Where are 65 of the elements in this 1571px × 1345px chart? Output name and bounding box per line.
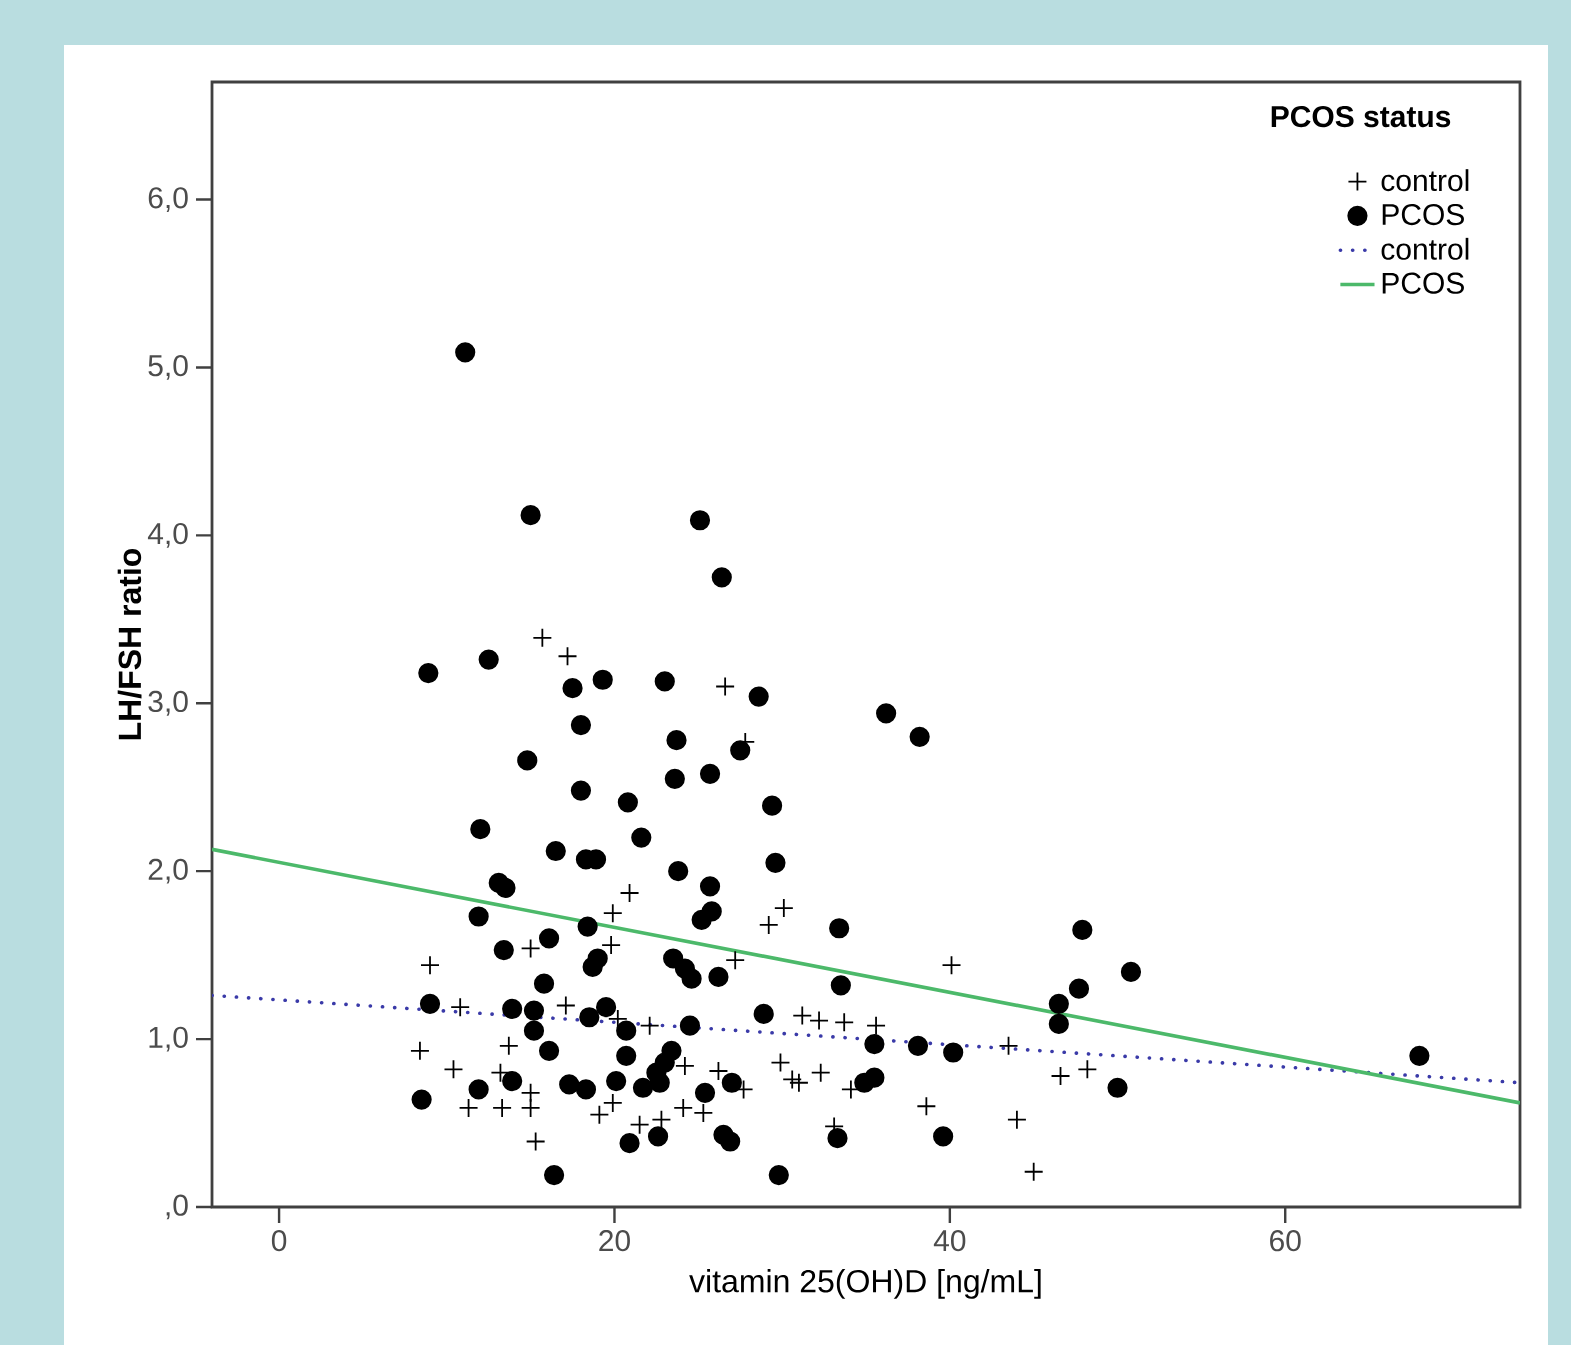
point [789,1072,809,1093]
point [607,1009,628,1029]
point [1023,1161,1044,1182]
point [525,1131,546,1152]
point [602,903,623,924]
point [602,1092,623,1113]
legend-label: PCOS [1382,272,1464,294]
y-tick-label: 2,0 [148,858,188,884]
point [1050,1066,1071,1086]
point [998,1035,1019,1056]
y-tick-label: 5,0 [148,355,188,380]
point [458,1098,479,1118]
point [841,1079,861,1100]
point [792,1005,813,1026]
point [916,1096,937,1117]
legend-label: control [1381,169,1469,192]
point [450,997,471,1018]
x-tick-label: 20 [599,1230,630,1252]
point [809,1010,829,1031]
point [498,1035,519,1056]
point [555,995,576,1016]
point [758,915,779,935]
point [520,938,541,959]
x-tick-label: 60 [1270,1230,1301,1252]
point [651,1109,672,1130]
x-tick-label: 0 [271,1230,287,1252]
x-axis-title: vitamin 25(OH)D [ng/mL] [689,1269,1041,1299]
y-axis-title: LH/FSH ratio [117,548,142,740]
point [693,1103,714,1123]
point [782,1069,803,1090]
y-tick-label: 6,0 [148,187,188,212]
point [834,1012,855,1033]
point [673,1098,694,1118]
legend-label: PCOS [1382,203,1464,226]
point [492,1098,513,1118]
point [520,1082,541,1103]
point [490,1062,511,1083]
point [601,935,622,955]
point [770,1052,791,1073]
x-tick-label: 40 [933,1230,966,1252]
point [1007,1109,1027,1130]
point [725,950,746,971]
point [715,676,736,697]
legend-title: PCOS status [1271,105,1451,128]
y-tick-label: ,0 [166,1194,188,1220]
point [619,883,640,903]
point [708,1061,729,1081]
point [639,1015,660,1036]
point [629,1114,650,1135]
point [941,955,962,976]
point [1077,1059,1098,1080]
point [810,1062,831,1083]
point [557,646,578,667]
point [443,1059,464,1080]
point [866,1015,886,1036]
point [532,627,553,648]
y-tick-label: 1,0 [149,1026,188,1052]
y-tick-label: 3,0 [148,690,188,716]
point [420,955,440,976]
point [410,1040,430,1061]
point [589,1104,610,1125]
y-tick-label: 4,0 [147,522,188,548]
point [773,898,794,919]
point [674,1056,695,1076]
legend-label: control [1381,237,1469,260]
